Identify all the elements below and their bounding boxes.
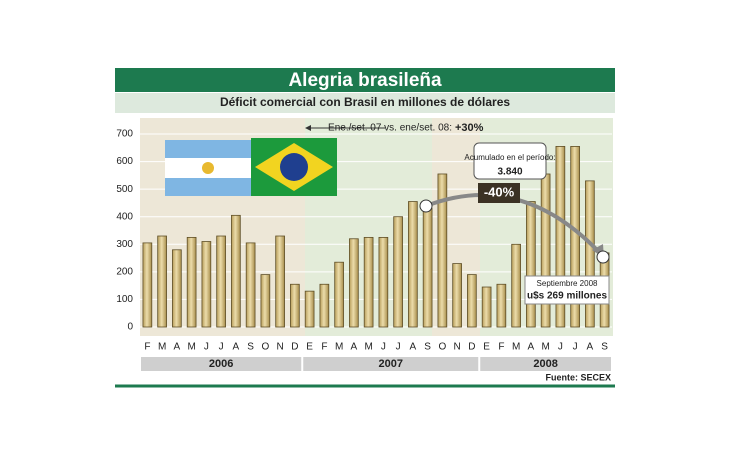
bar: [467, 274, 477, 328]
bar: [201, 241, 212, 328]
y-tick-label: 200: [116, 266, 133, 277]
accumulated-box: [473, 142, 547, 180]
bar: [157, 235, 167, 328]
x-tick-label: M: [158, 342, 166, 353]
bar: [349, 238, 359, 328]
arrow-head: [305, 125, 311, 131]
x-tick-label: J: [219, 342, 224, 353]
x-tick-label: M: [364, 342, 372, 353]
x-tick-label: M: [335, 342, 343, 353]
bar: [496, 283, 507, 328]
bar: [142, 242, 153, 328]
x-tick-label: A: [233, 342, 240, 353]
bar: [570, 146, 580, 328]
bar: [363, 236, 374, 328]
bar: [555, 146, 566, 328]
y-tick-label: 300: [116, 239, 133, 250]
last-month: Septiembre 2008: [537, 279, 598, 288]
x-tick-label: O: [261, 342, 269, 353]
bar: [216, 235, 226, 328]
x-tick-label: N: [277, 342, 284, 353]
year-band: [303, 357, 479, 371]
y-tick-label: 600: [116, 156, 133, 167]
subtitle-bar: [115, 93, 615, 113]
bar: [393, 216, 403, 328]
y-tick-label: 100: [116, 294, 133, 305]
x-tick-label: M: [541, 342, 549, 353]
x-tick-label: S: [424, 342, 431, 353]
change-value: -40%: [484, 184, 515, 199]
highlight-circle: [596, 250, 610, 264]
bar: [304, 290, 315, 328]
x-tick-label: S: [247, 342, 254, 353]
bar: [334, 261, 344, 328]
year-band: [480, 357, 611, 371]
x-tick-label: A: [528, 342, 535, 353]
x-tick-label: J: [381, 342, 386, 353]
bar: [290, 283, 300, 328]
title-bar: [115, 68, 615, 92]
bar: [437, 173, 448, 328]
bar: [172, 249, 182, 328]
chart-title: Alegria brasileña: [288, 70, 442, 91]
bar: [275, 235, 285, 328]
y-tick-label: 500: [116, 184, 133, 195]
bar: [526, 201, 536, 328]
comparison-value: +30%: [455, 122, 484, 134]
x-tick-label: F: [498, 342, 504, 353]
bar: [319, 283, 330, 328]
accumulated-label: Acumulado en el período:: [464, 153, 555, 162]
x-tick-label: A: [587, 342, 594, 353]
bar: [231, 214, 241, 328]
last-value: u$s 269 millones: [527, 291, 607, 302]
last-box: [524, 275, 610, 305]
bar: [260, 274, 271, 328]
x-tick-label: D: [468, 342, 475, 353]
bar: [585, 180, 595, 328]
x-tick-label: S: [601, 342, 608, 353]
x-tick-label: F: [144, 342, 150, 353]
x-tick-label: O: [438, 342, 446, 353]
bar: [481, 286, 492, 328]
year-label: 2006: [209, 358, 233, 370]
x-tick-label: J: [573, 342, 578, 353]
flag-brazil: [251, 138, 337, 196]
x-tick-label: N: [454, 342, 461, 353]
x-tick-label: J: [204, 342, 209, 353]
flag-argentina: [165, 140, 251, 196]
chart-subtitle: Déficit comercial con Brasil en millones…: [220, 95, 510, 109]
comparison-label: Ene./set. 07 vs. ene/set. 08:: [328, 123, 452, 134]
y-tick-label: 700: [116, 129, 133, 140]
year-label: 2007: [379, 358, 403, 370]
accumulated-value: 3.840: [497, 167, 522, 178]
x-tick-label: E: [483, 342, 490, 353]
bar: [408, 201, 418, 328]
x-tick-label: J: [558, 342, 563, 353]
x-tick-label: A: [174, 342, 181, 353]
x-tick-label: M: [512, 342, 520, 353]
bar: [186, 236, 197, 328]
year-label: 2008: [533, 358, 557, 370]
bar: [511, 243, 521, 328]
year-band: [141, 357, 302, 371]
x-tick-label: M: [187, 342, 195, 353]
y-tick-label: 0: [127, 322, 133, 333]
x-tick-label: J: [396, 342, 401, 353]
x-tick-label: A: [410, 342, 417, 353]
x-tick-label: D: [291, 342, 298, 353]
source: Fuente: SECEX: [545, 372, 611, 382]
x-tick-label: F: [321, 342, 327, 353]
highlight-circle: [419, 199, 433, 213]
bar: [452, 263, 462, 328]
y-tick-label: 400: [116, 211, 133, 222]
change-box: [478, 183, 520, 203]
bar: [378, 236, 389, 328]
bar: [422, 208, 433, 328]
x-tick-label: A: [351, 342, 358, 353]
x-tick-label: E: [306, 342, 313, 353]
bar: [245, 242, 256, 328]
